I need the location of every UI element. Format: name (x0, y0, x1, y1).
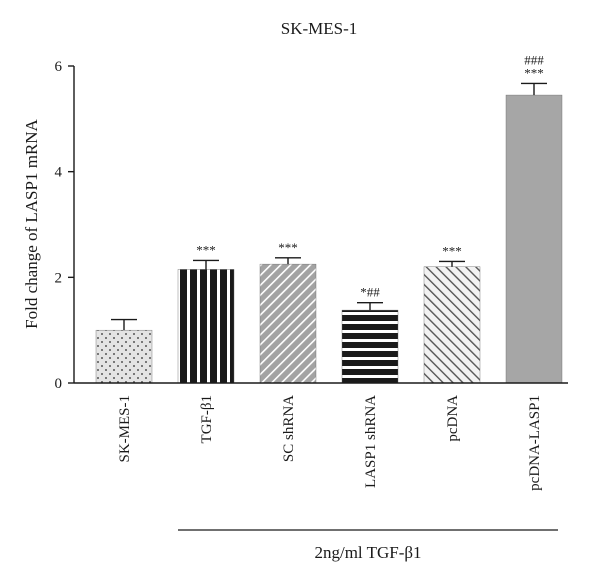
y-tick-label: 0 (55, 376, 63, 392)
significance-label: *## (360, 285, 380, 300)
bar-sc-shrna (259, 263, 317, 384)
y-tick-label: 2 (55, 270, 63, 286)
y-tick-label: 6 (55, 59, 63, 75)
x-tick-label: pcDNA (445, 395, 461, 442)
significance-label: *** (524, 65, 544, 80)
significance-label: *** (278, 240, 298, 255)
bar-pcdna-lasp1 (505, 94, 563, 384)
y-axis-label: Fold change of LASP1 mRNA (22, 118, 41, 328)
y-tick-label: 4 (55, 165, 63, 181)
x-axis: SK-MES-1 TGF-β1 SC shRNA LASP1 shRNA pcDNA pc… (74, 382, 568, 491)
bar-lasp1-shrna (341, 309, 399, 384)
significance-label: ### (524, 52, 544, 67)
x-tick-label: SC shRNA (281, 395, 297, 462)
x-tick-label: TGF-β1 (199, 395, 215, 443)
x-tick-label: pcDNA-LASP1 (527, 395, 543, 491)
significance-label: *** (442, 243, 462, 258)
bar-tgf-1 (177, 269, 235, 384)
x-tick-label: SK-MES-1 (117, 395, 133, 463)
bar-pcdna (423, 266, 481, 384)
bar-sk-mes-1 (95, 329, 153, 384)
y-axis: 0 2 4 6 (55, 59, 75, 392)
group-label: 2ng/ml TGF-β1 (314, 543, 421, 562)
significance-label: *** (196, 242, 216, 257)
x-tick-label: LASP1 shRNA (363, 395, 379, 488)
chart-title: SK-MES-1 (281, 19, 358, 38)
bars: *** ****##***###*** (95, 52, 563, 384)
